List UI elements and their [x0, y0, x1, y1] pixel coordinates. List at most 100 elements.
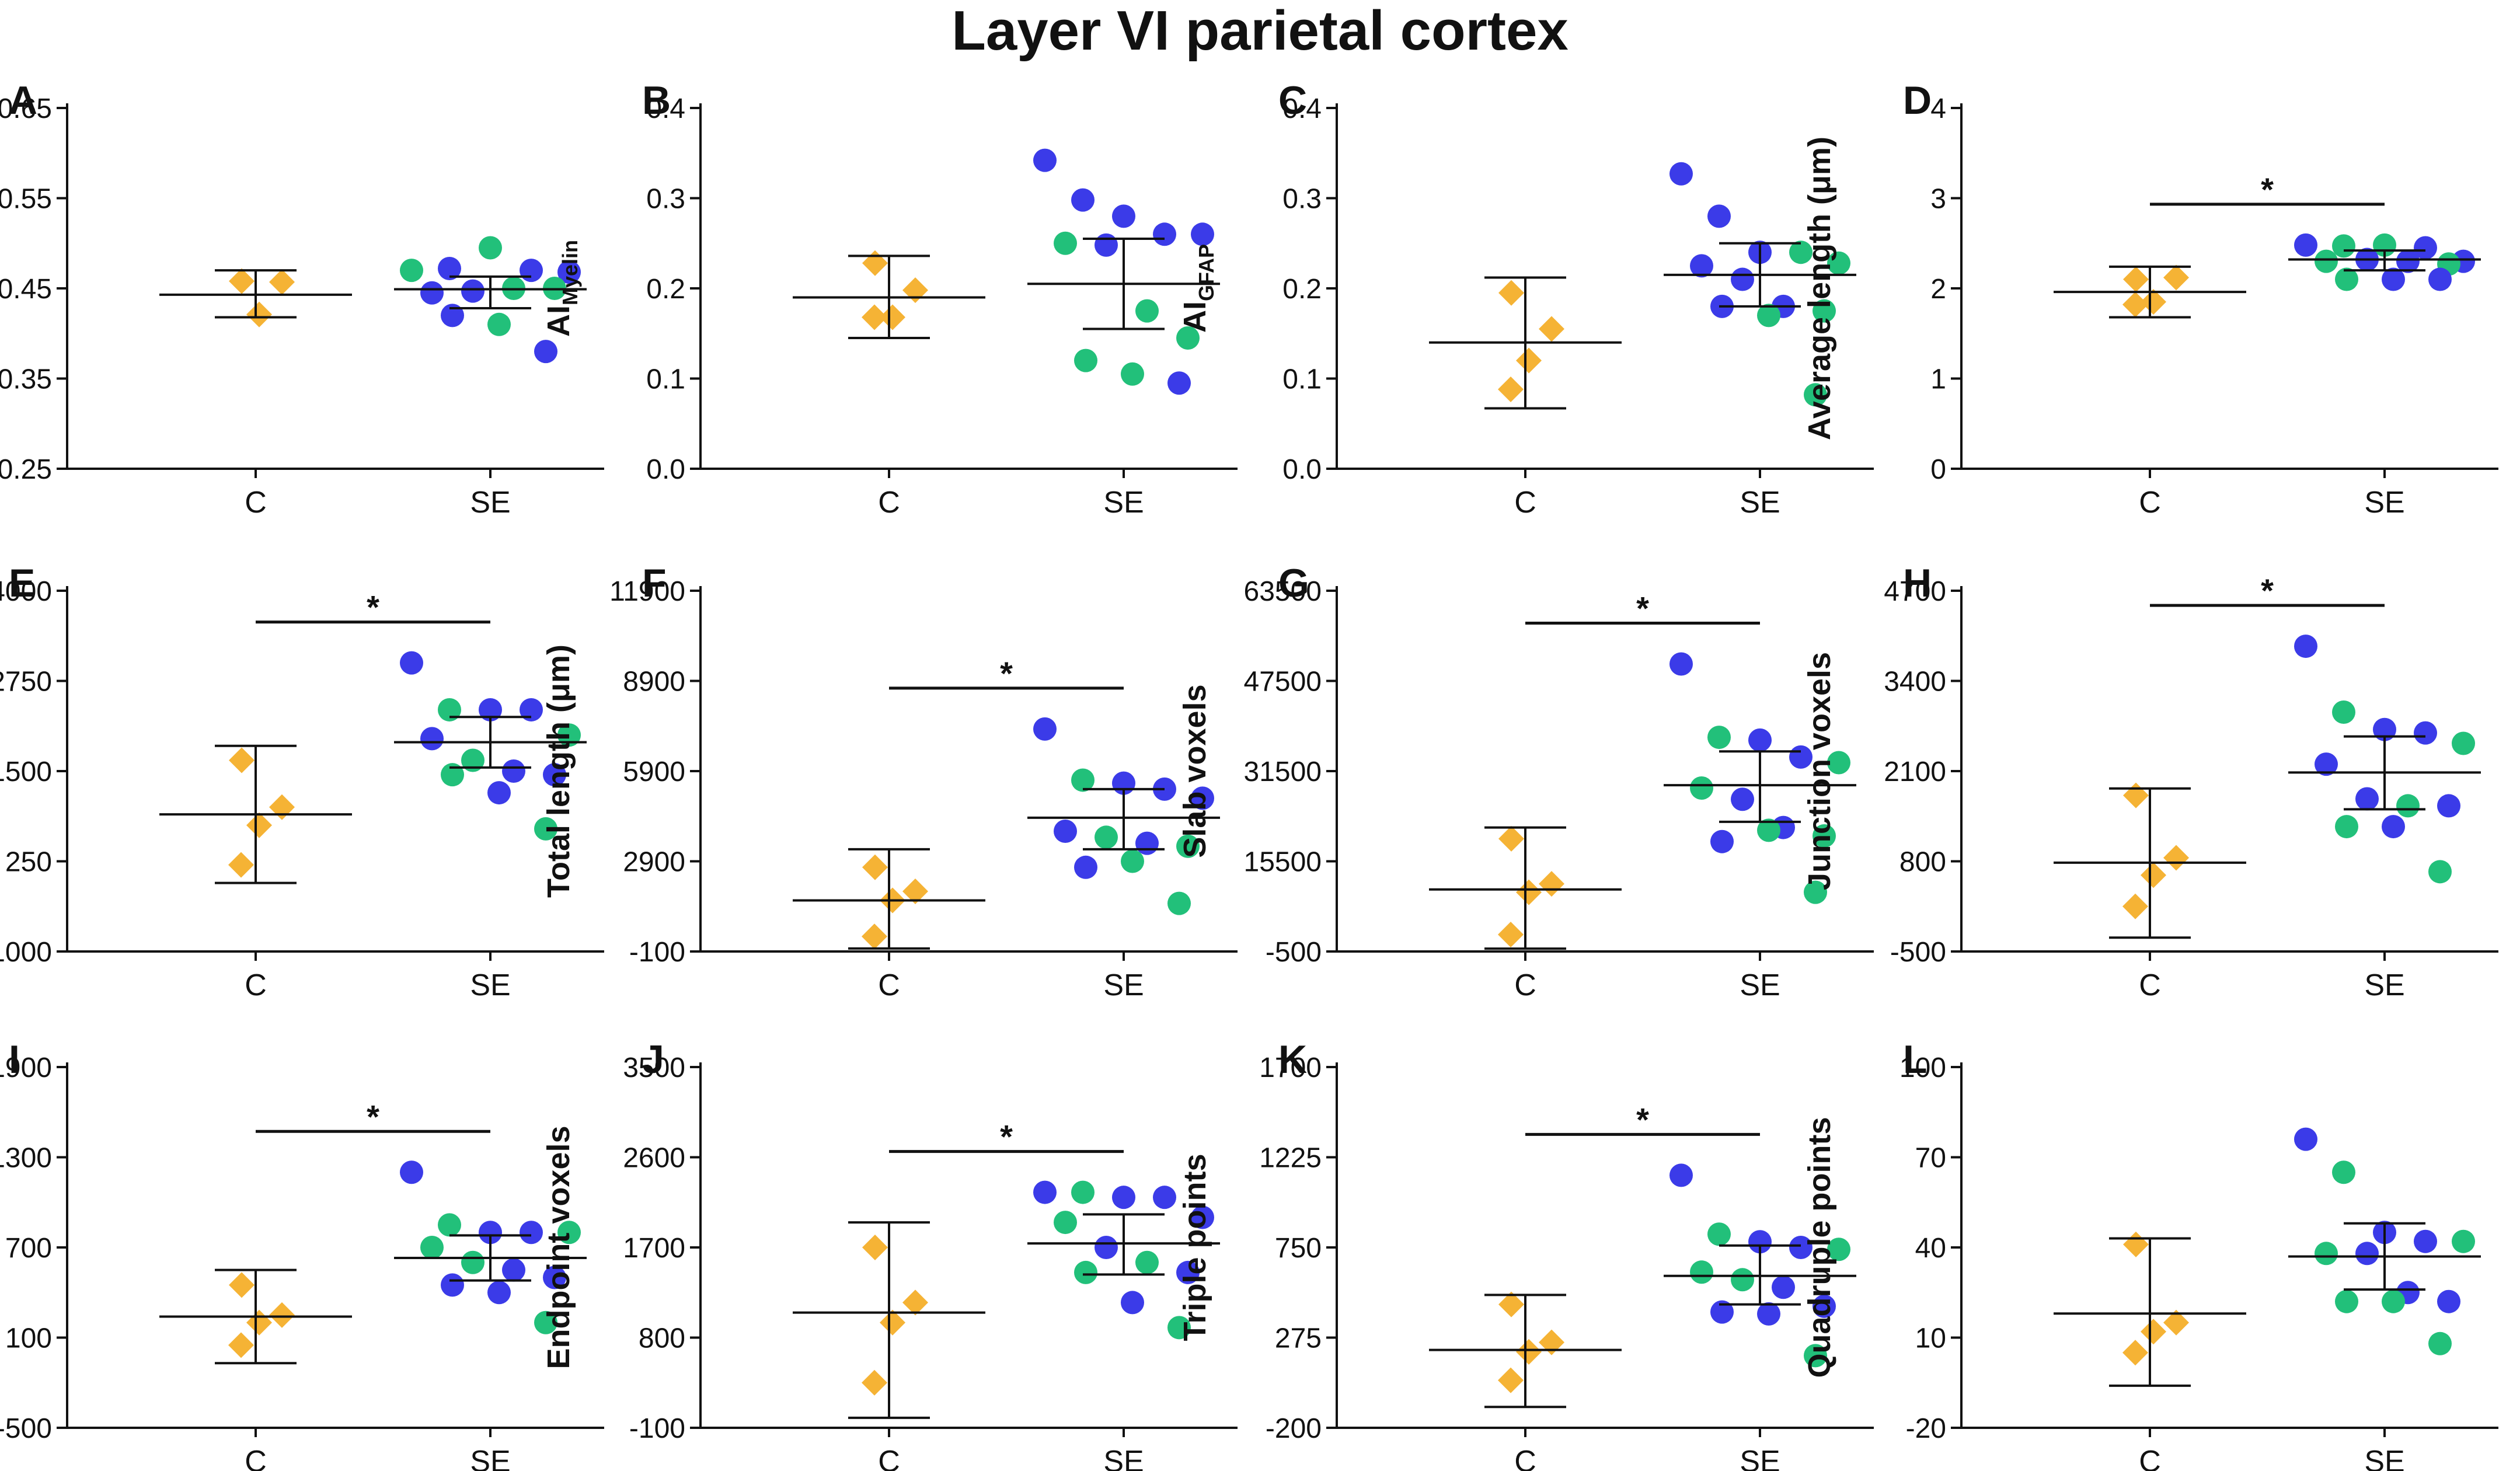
- se-point: [1095, 233, 1118, 257]
- control-point: [1539, 871, 1564, 897]
- control-point: [862, 250, 888, 276]
- x-tick-label: SE: [2364, 486, 2404, 520]
- se-point: [520, 259, 543, 283]
- y-tick-label: 0.4: [646, 93, 685, 124]
- se-point: [438, 1213, 461, 1237]
- se-point: [520, 698, 543, 721]
- se-point: [1074, 855, 1097, 879]
- se-point: [2396, 794, 2420, 818]
- y-tick-label: 4700: [1884, 576, 1946, 607]
- se-point: [441, 304, 464, 327]
- y-tick-label: 100: [1899, 1052, 1946, 1083]
- se-point: [2428, 1331, 2452, 1355]
- control-point: [862, 1369, 887, 1396]
- y-tick-label: 0.35: [0, 364, 52, 395]
- se-point: [534, 1310, 557, 1334]
- se-point: [2414, 1229, 2437, 1253]
- se-point: [1054, 231, 1077, 255]
- se-point: [1731, 787, 1754, 811]
- se-point: [1121, 362, 1144, 386]
- se-point: [1153, 222, 1176, 246]
- control-point: [2122, 1340, 2148, 1366]
- se-point: [1669, 652, 1693, 676]
- y-tick-label: 1: [1930, 364, 1946, 395]
- se-point: [2382, 1289, 2405, 1313]
- se-point: [461, 1250, 485, 1274]
- se-point: [1074, 348, 1097, 372]
- se-point: [1033, 148, 1057, 172]
- control-point: [2123, 782, 2149, 808]
- se-point: [1789, 240, 1813, 264]
- se-point: [557, 723, 581, 747]
- se-point: [1772, 1275, 1795, 1299]
- x-tick-label: SE: [1103, 968, 1144, 1002]
- se-point: [1176, 1260, 1200, 1284]
- control-point: [269, 1302, 295, 1328]
- se-point: [2382, 815, 2405, 839]
- se-point: [2452, 1229, 2475, 1253]
- control-point: [246, 301, 272, 327]
- control-point: [1516, 347, 1542, 374]
- x-tick-label: C: [245, 1445, 267, 1471]
- se-point: [1135, 831, 1159, 855]
- x-tick-label: C: [245, 486, 267, 520]
- x-tick-label: C: [2139, 1445, 2161, 1471]
- y-axis-title: Triple points: [1177, 1153, 1212, 1341]
- se-point: [1167, 371, 1191, 395]
- se-point: [557, 260, 581, 284]
- y-tick-label: 0.0: [1282, 454, 1322, 485]
- y-tick-label: 70: [1915, 1143, 1946, 1174]
- significance-star: *: [1636, 1101, 1649, 1138]
- y-tick-label: 3500: [623, 1052, 685, 1083]
- control-point: [880, 304, 905, 330]
- y-tick-label: 0.45: [0, 274, 52, 305]
- se-point: [1074, 1260, 1097, 1284]
- se-point: [2335, 267, 2358, 291]
- control-point: [2141, 1319, 2166, 1345]
- se-point: [1669, 1163, 1693, 1187]
- control-point: [2123, 266, 2149, 292]
- control-point: [2163, 845, 2189, 871]
- se-point: [1748, 728, 1772, 752]
- se-point: [2396, 249, 2420, 273]
- se-point: [1167, 1316, 1191, 1340]
- se-point: [1071, 188, 1095, 212]
- se-point: [2332, 700, 2355, 724]
- y-tick-label: 0.2: [1282, 274, 1322, 305]
- se-point: [2315, 249, 2338, 273]
- se-point: [1071, 768, 1095, 792]
- se-point: [400, 651, 423, 675]
- se-point: [557, 1221, 581, 1245]
- x-tick-label: C: [878, 486, 900, 520]
- se-point: [479, 236, 502, 260]
- se-point: [2437, 1289, 2460, 1313]
- se-point: [543, 763, 566, 787]
- se-point: [1095, 1236, 1118, 1259]
- y-tick-label: 47500: [1244, 667, 1322, 698]
- se-point: [534, 817, 557, 841]
- y-axis-title: Total length (μm): [541, 644, 576, 898]
- se-point: [420, 1236, 444, 1259]
- y-tick-label: 3400: [1884, 667, 1946, 698]
- x-tick-label: C: [1514, 1445, 1536, 1471]
- x-tick-label: SE: [1740, 968, 1780, 1002]
- control-point: [229, 1272, 255, 1298]
- x-tick-label: C: [245, 968, 267, 1002]
- control-point: [880, 1309, 905, 1336]
- se-point: [2355, 787, 2379, 811]
- se-point: [2414, 236, 2437, 260]
- y-tick-label: 63500: [1244, 576, 1322, 607]
- se-point: [441, 763, 464, 787]
- x-tick-label: SE: [470, 486, 510, 520]
- y-tick-label: 3: [1930, 184, 1946, 215]
- y-tick-label: 1300: [0, 1143, 52, 1174]
- y-tick-label: 1900: [0, 1052, 52, 1083]
- se-point: [438, 257, 461, 281]
- se-point: [2294, 635, 2317, 658]
- se-point: [487, 1281, 511, 1305]
- y-axis-title: Junction voxels: [1802, 652, 1837, 890]
- se-point: [1191, 786, 1214, 810]
- se-point: [1827, 1238, 1850, 1261]
